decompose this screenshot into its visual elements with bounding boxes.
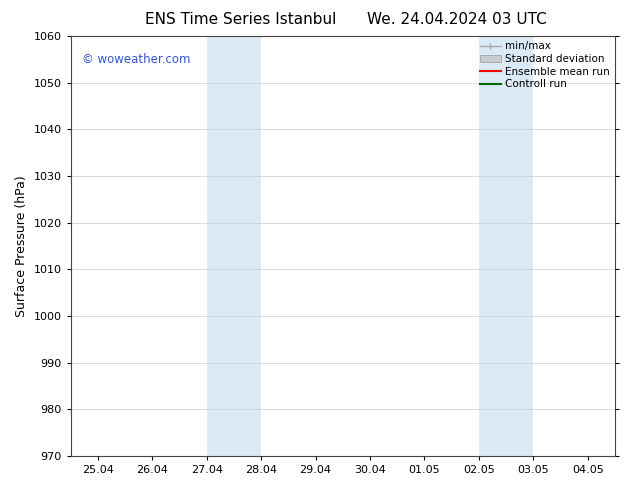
- Text: We. 24.04.2024 03 UTC: We. 24.04.2024 03 UTC: [366, 12, 547, 27]
- Bar: [207, 36, 261, 456]
- Bar: [479, 36, 533, 456]
- Y-axis label: Surface Pressure (hPa): Surface Pressure (hPa): [15, 175, 28, 317]
- Legend: min/max, Standard deviation, Ensemble mean run, Controll run: min/max, Standard deviation, Ensemble me…: [477, 38, 612, 92]
- Text: © woweather.com: © woweather.com: [82, 53, 190, 66]
- Text: ENS Time Series Istanbul: ENS Time Series Istanbul: [145, 12, 337, 27]
